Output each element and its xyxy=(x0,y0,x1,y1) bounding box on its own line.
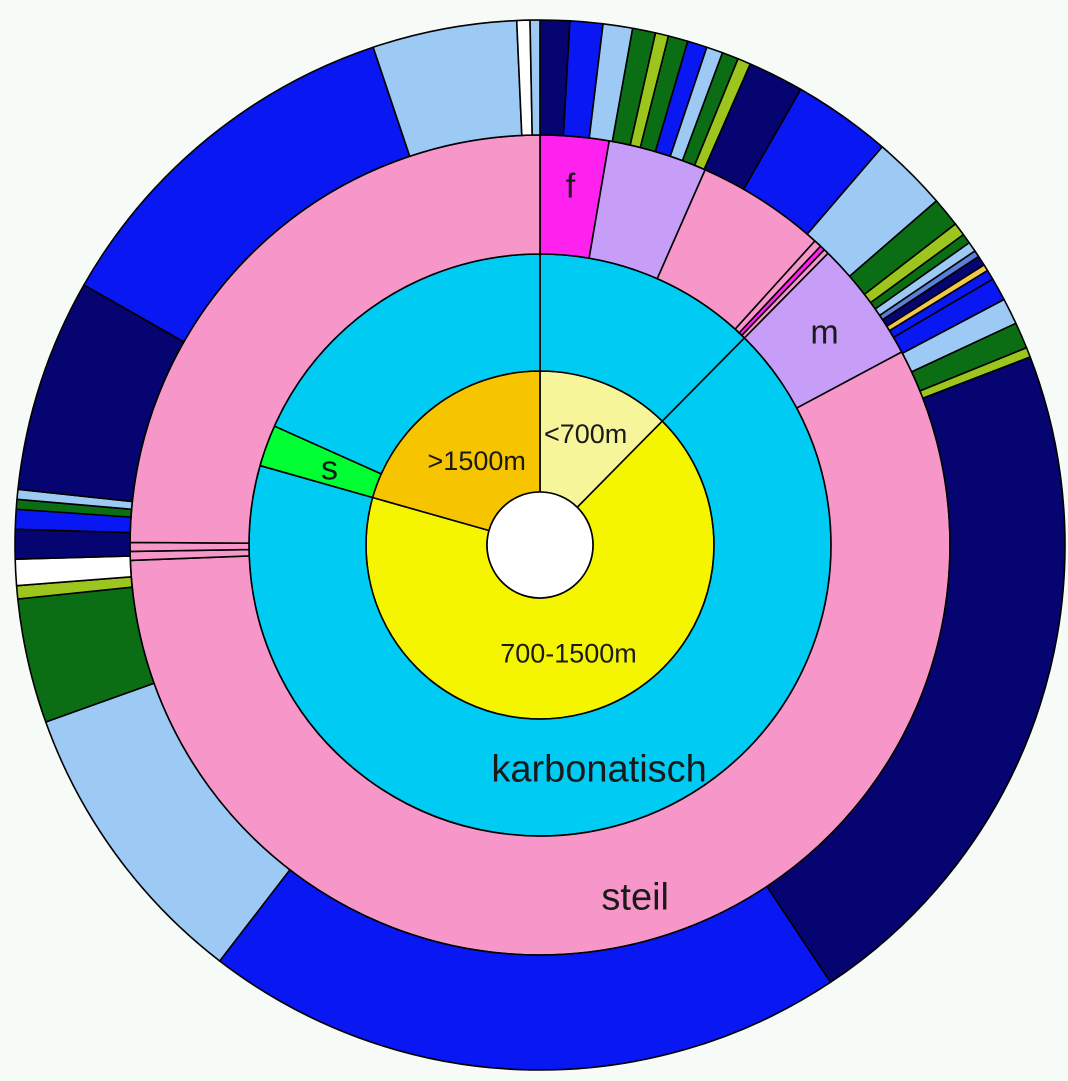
substrate-label-s: s xyxy=(321,450,338,488)
substrate-label-karbonatisch: karbonatisch xyxy=(491,748,706,790)
slope-label-m: m xyxy=(810,314,838,352)
slope-label-steil: steil xyxy=(601,876,669,918)
elevation-label->1500m: >1500m xyxy=(428,446,526,476)
outer-segment-39 xyxy=(529,19,541,136)
center-hole xyxy=(486,491,594,599)
slope-label-f: f xyxy=(566,167,576,205)
outer-segment-31 xyxy=(14,528,131,560)
chart-rings xyxy=(14,19,1066,1071)
outer-segment-25 xyxy=(766,356,1066,984)
chart-labels: <700m 700-1500m >1500m karbonatisch s f m steil xyxy=(321,167,839,918)
elevation-label-700-1500m: 700-1500m xyxy=(500,638,637,668)
elevation-label-<700m: <700m xyxy=(544,419,627,449)
